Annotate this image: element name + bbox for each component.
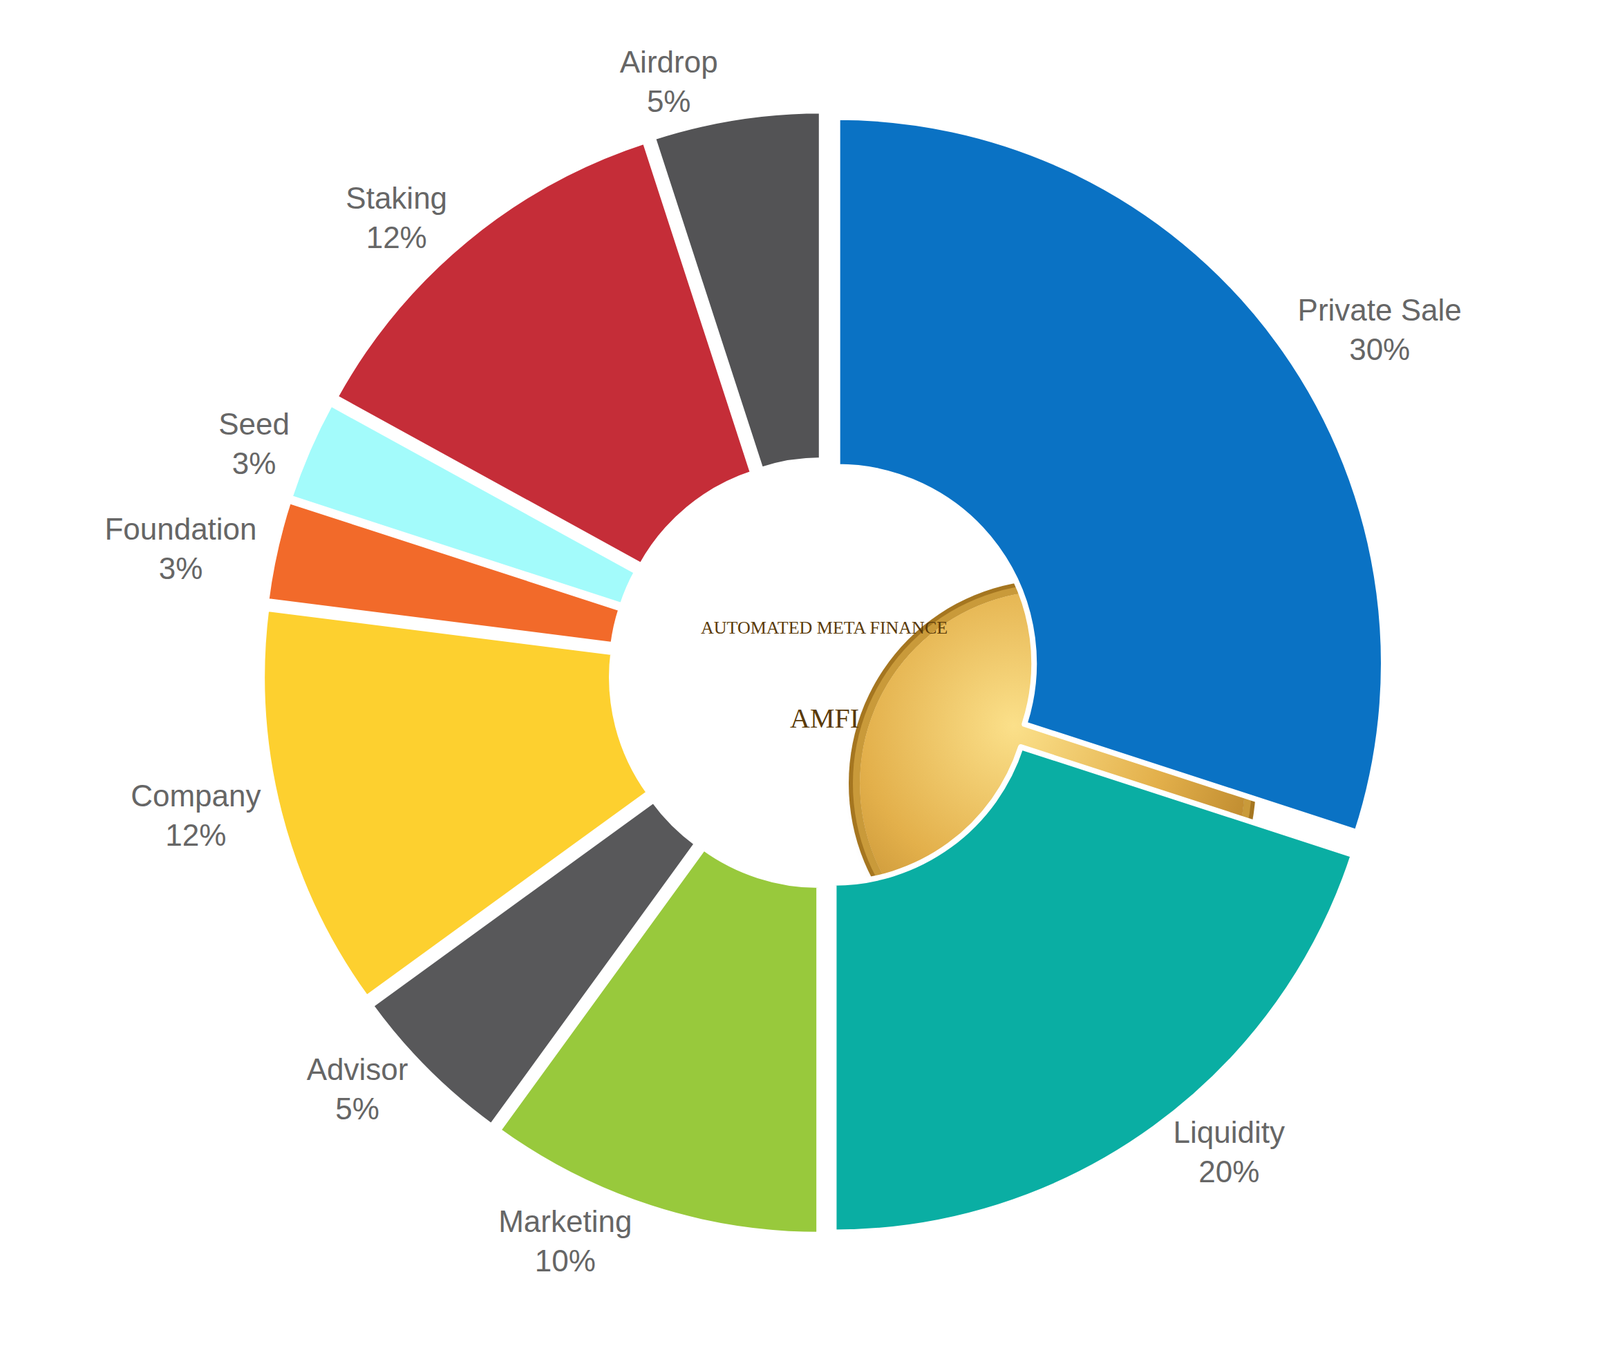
svg-text:AMFI: AMFI (789, 702, 860, 734)
svg-text:AUTOMATED META FINANCE: AUTOMATED META FINANCE (700, 617, 948, 638)
svg-text:Private Sale30%: Private Sale30% (1297, 293, 1462, 367)
svg-text:Liquidity20%: Liquidity20% (1173, 1115, 1285, 1189)
svg-text:Company12%: Company12% (130, 778, 261, 853)
svg-text:Marketing10%: Marketing10% (498, 1204, 632, 1278)
svg-text:Seed3%: Seed3% (218, 407, 290, 481)
svg-text:Advisor5%: Advisor5% (306, 1052, 409, 1126)
svg-text:Staking12%: Staking12% (345, 181, 448, 255)
svg-text:Airdrop5%: Airdrop5% (619, 44, 719, 119)
svg-text:Foundation3%: Foundation3% (104, 512, 257, 586)
